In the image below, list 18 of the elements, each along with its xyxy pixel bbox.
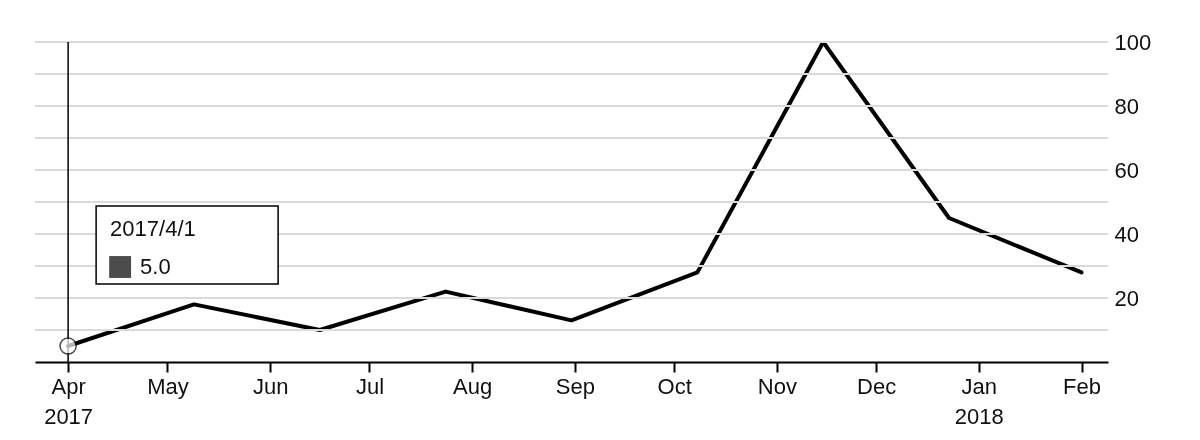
x-tick-label: Sep <box>555 373 595 399</box>
x-tick-label: Oct <box>657 373 692 399</box>
x-tick-label: Feb <box>1063 373 1101 399</box>
x-tick-label: May <box>147 373 189 399</box>
x-tick-label: Aug <box>453 373 493 399</box>
x-tick-label: Jan 2018 <box>954 373 1004 429</box>
annotation: 5.0 <box>140 254 171 279</box>
y-tick-label: 60 <box>1114 157 1139 183</box>
annotation: 2017/4/1 <box>110 216 196 241</box>
y-tick-label: 80 <box>1114 93 1139 119</box>
x-tick-label: Jun <box>252 373 289 399</box>
x-tick-label: Nov <box>757 373 797 399</box>
y-tick-label: 100 <box>1114 29 1152 55</box>
x-tick-label: Dec <box>857 373 897 399</box>
x-tick-label: Apr 2017 <box>44 373 94 429</box>
y-tick-label: 40 <box>1114 221 1139 247</box>
y-tick-label: 20 <box>1114 285 1139 311</box>
x-tick-label: Jul <box>355 373 385 399</box>
